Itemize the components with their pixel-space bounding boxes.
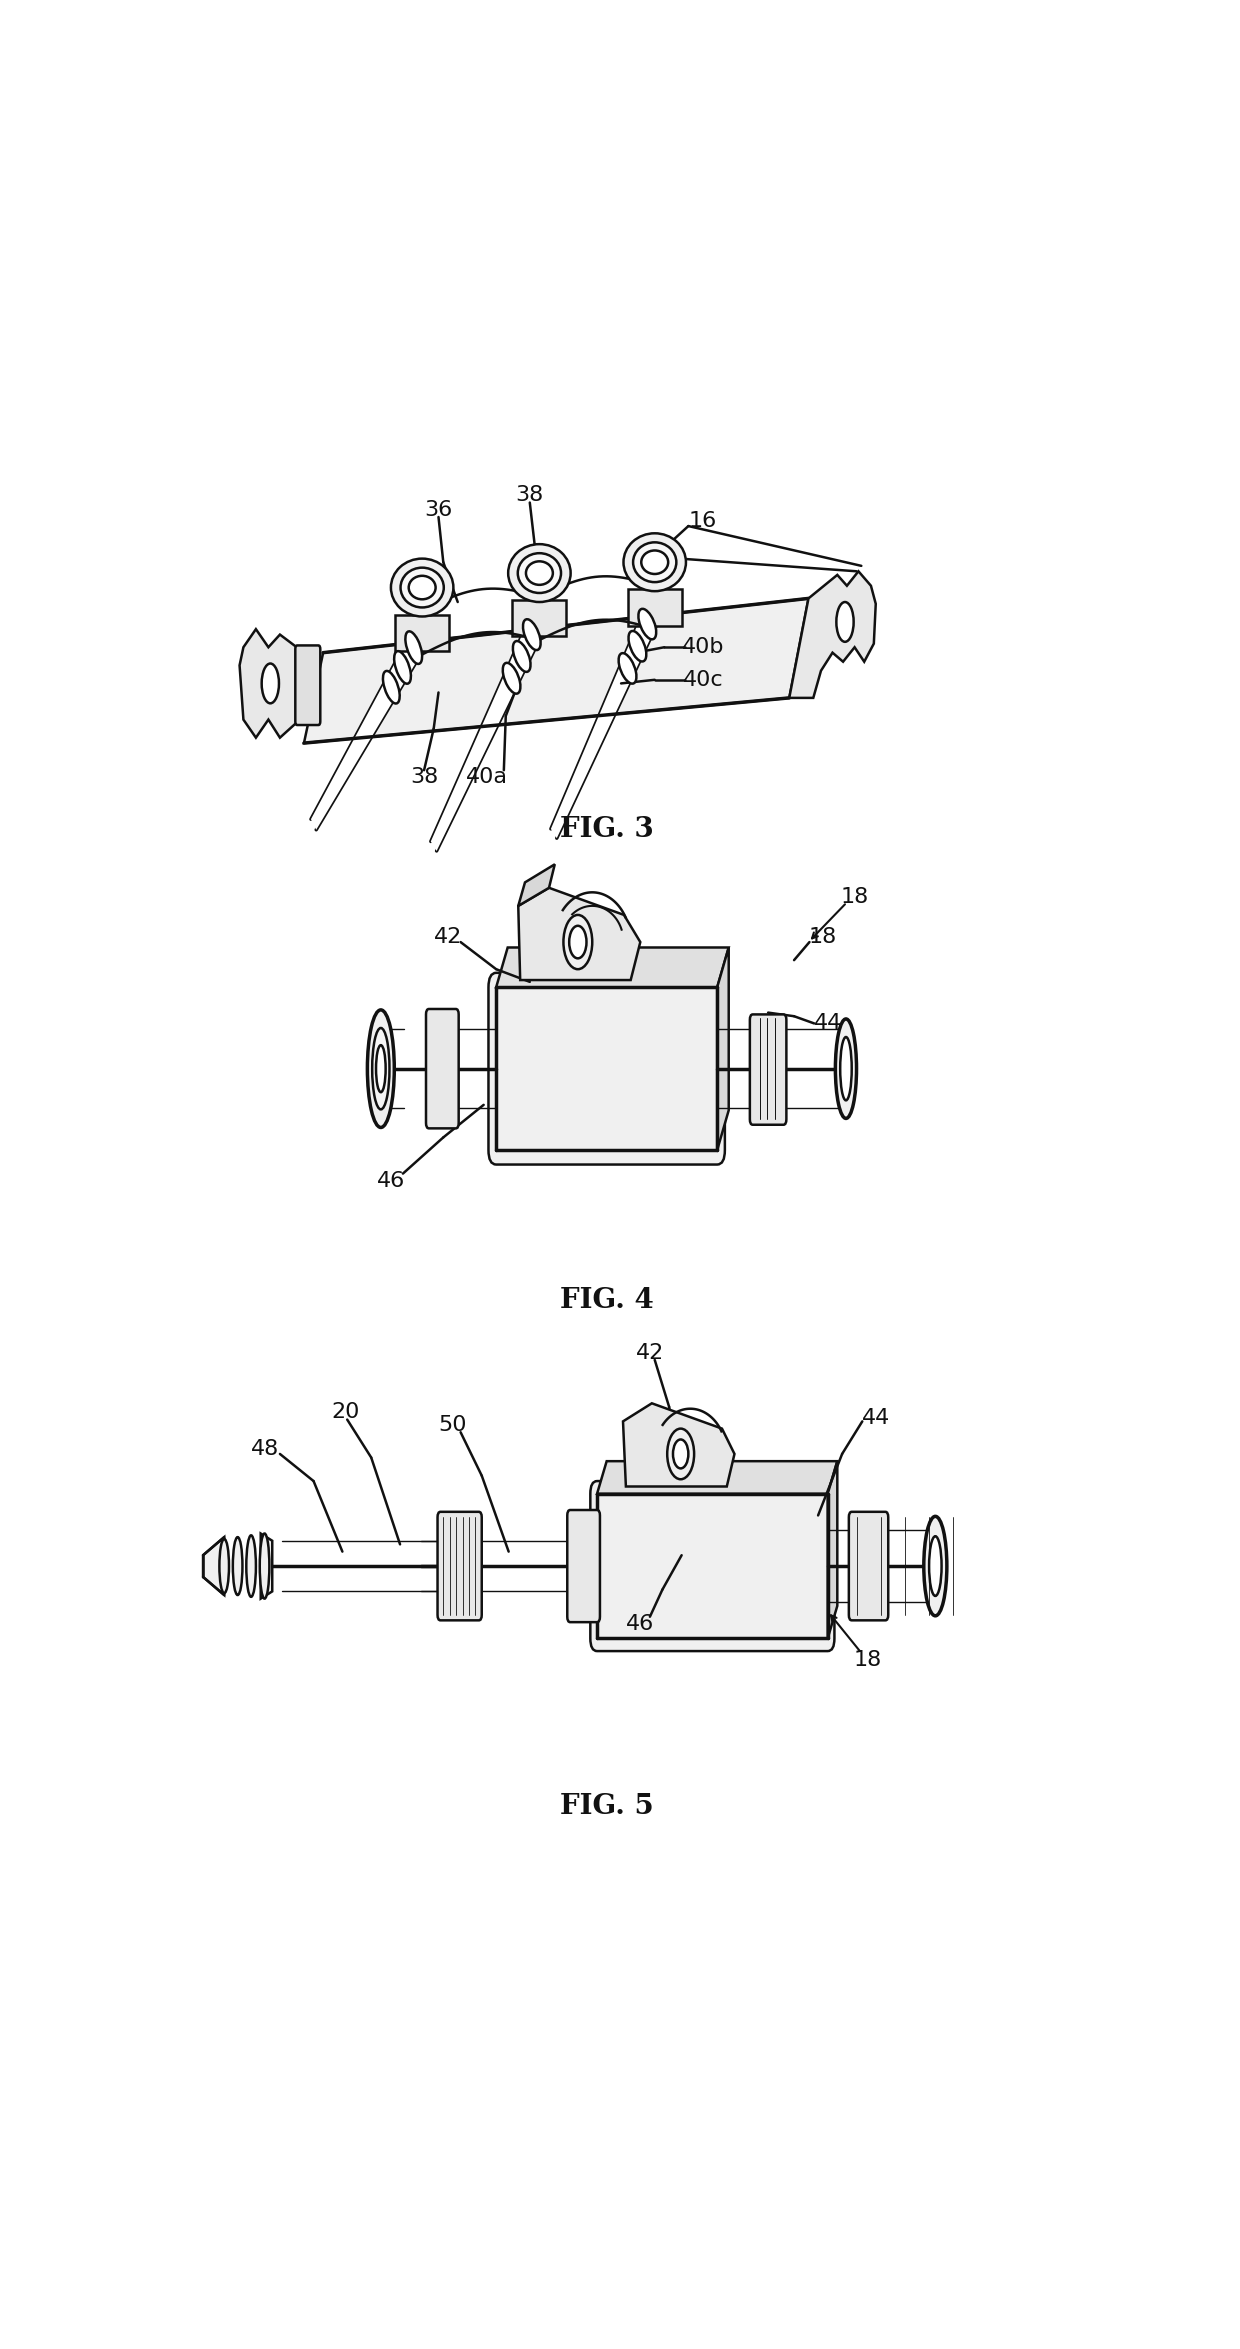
Polygon shape bbox=[622, 1402, 734, 1487]
Ellipse shape bbox=[518, 552, 560, 592]
Polygon shape bbox=[260, 1534, 273, 1600]
FancyBboxPatch shape bbox=[438, 1513, 481, 1621]
Text: FIG. 4: FIG. 4 bbox=[559, 1287, 653, 1313]
Polygon shape bbox=[717, 947, 729, 1151]
Ellipse shape bbox=[639, 608, 656, 639]
Ellipse shape bbox=[634, 543, 676, 583]
Ellipse shape bbox=[219, 1539, 229, 1593]
Polygon shape bbox=[551, 599, 661, 839]
Text: 20: 20 bbox=[331, 1402, 360, 1423]
Polygon shape bbox=[311, 622, 428, 829]
Ellipse shape bbox=[836, 601, 853, 641]
Polygon shape bbox=[430, 608, 546, 850]
Polygon shape bbox=[518, 864, 554, 907]
Ellipse shape bbox=[233, 1536, 243, 1595]
Polygon shape bbox=[304, 599, 808, 742]
Polygon shape bbox=[627, 590, 682, 625]
Text: 48: 48 bbox=[252, 1438, 280, 1459]
FancyBboxPatch shape bbox=[567, 1510, 600, 1623]
Ellipse shape bbox=[405, 632, 422, 665]
Polygon shape bbox=[203, 1536, 224, 1595]
Text: 38: 38 bbox=[410, 768, 438, 787]
Text: 44: 44 bbox=[813, 1012, 842, 1034]
Text: FIG. 3: FIG. 3 bbox=[559, 817, 653, 843]
Text: 40c: 40c bbox=[682, 669, 723, 691]
Ellipse shape bbox=[409, 576, 435, 599]
Text: 40a: 40a bbox=[465, 768, 507, 787]
FancyBboxPatch shape bbox=[750, 1015, 786, 1125]
Ellipse shape bbox=[391, 559, 454, 615]
Ellipse shape bbox=[247, 1536, 255, 1597]
Text: 38: 38 bbox=[516, 486, 544, 505]
Ellipse shape bbox=[523, 620, 541, 651]
Ellipse shape bbox=[624, 533, 686, 592]
Ellipse shape bbox=[569, 926, 587, 958]
Ellipse shape bbox=[841, 1036, 852, 1099]
Text: 44: 44 bbox=[862, 1407, 890, 1428]
Ellipse shape bbox=[508, 545, 570, 601]
Ellipse shape bbox=[673, 1440, 688, 1468]
Text: 18: 18 bbox=[854, 1649, 882, 1670]
Polygon shape bbox=[518, 888, 640, 980]
Ellipse shape bbox=[924, 1517, 947, 1616]
FancyBboxPatch shape bbox=[489, 972, 725, 1165]
Text: FIG. 5: FIG. 5 bbox=[559, 1792, 653, 1820]
Polygon shape bbox=[828, 1461, 837, 1640]
Ellipse shape bbox=[376, 1045, 386, 1092]
Polygon shape bbox=[512, 601, 567, 637]
Polygon shape bbox=[789, 571, 875, 698]
Ellipse shape bbox=[836, 1019, 857, 1118]
FancyBboxPatch shape bbox=[295, 646, 320, 726]
Text: 18: 18 bbox=[808, 926, 837, 947]
Polygon shape bbox=[596, 1461, 837, 1494]
Ellipse shape bbox=[394, 651, 410, 684]
Text: 46: 46 bbox=[377, 1170, 405, 1191]
Text: 36: 36 bbox=[424, 500, 453, 519]
Ellipse shape bbox=[259, 1534, 269, 1600]
Polygon shape bbox=[239, 630, 304, 738]
FancyBboxPatch shape bbox=[427, 1010, 459, 1128]
Text: 40b: 40b bbox=[682, 637, 724, 658]
Text: 18: 18 bbox=[841, 888, 869, 907]
Text: 16: 16 bbox=[688, 510, 717, 531]
Ellipse shape bbox=[367, 1010, 394, 1128]
Ellipse shape bbox=[526, 561, 553, 585]
Ellipse shape bbox=[262, 662, 279, 702]
Ellipse shape bbox=[629, 632, 646, 662]
Ellipse shape bbox=[641, 550, 668, 573]
Text: 42: 42 bbox=[434, 926, 463, 947]
Ellipse shape bbox=[563, 916, 593, 970]
FancyBboxPatch shape bbox=[590, 1482, 835, 1651]
Text: 50: 50 bbox=[439, 1414, 467, 1435]
Polygon shape bbox=[396, 615, 449, 651]
Ellipse shape bbox=[667, 1428, 694, 1480]
Ellipse shape bbox=[372, 1029, 389, 1109]
Ellipse shape bbox=[513, 641, 531, 672]
Ellipse shape bbox=[401, 568, 444, 608]
Ellipse shape bbox=[502, 662, 521, 693]
Ellipse shape bbox=[619, 653, 636, 684]
Polygon shape bbox=[496, 947, 729, 987]
FancyBboxPatch shape bbox=[849, 1513, 888, 1621]
Ellipse shape bbox=[929, 1536, 941, 1595]
Text: 46: 46 bbox=[626, 1614, 655, 1635]
Ellipse shape bbox=[383, 672, 399, 702]
Text: 42: 42 bbox=[636, 1344, 665, 1362]
